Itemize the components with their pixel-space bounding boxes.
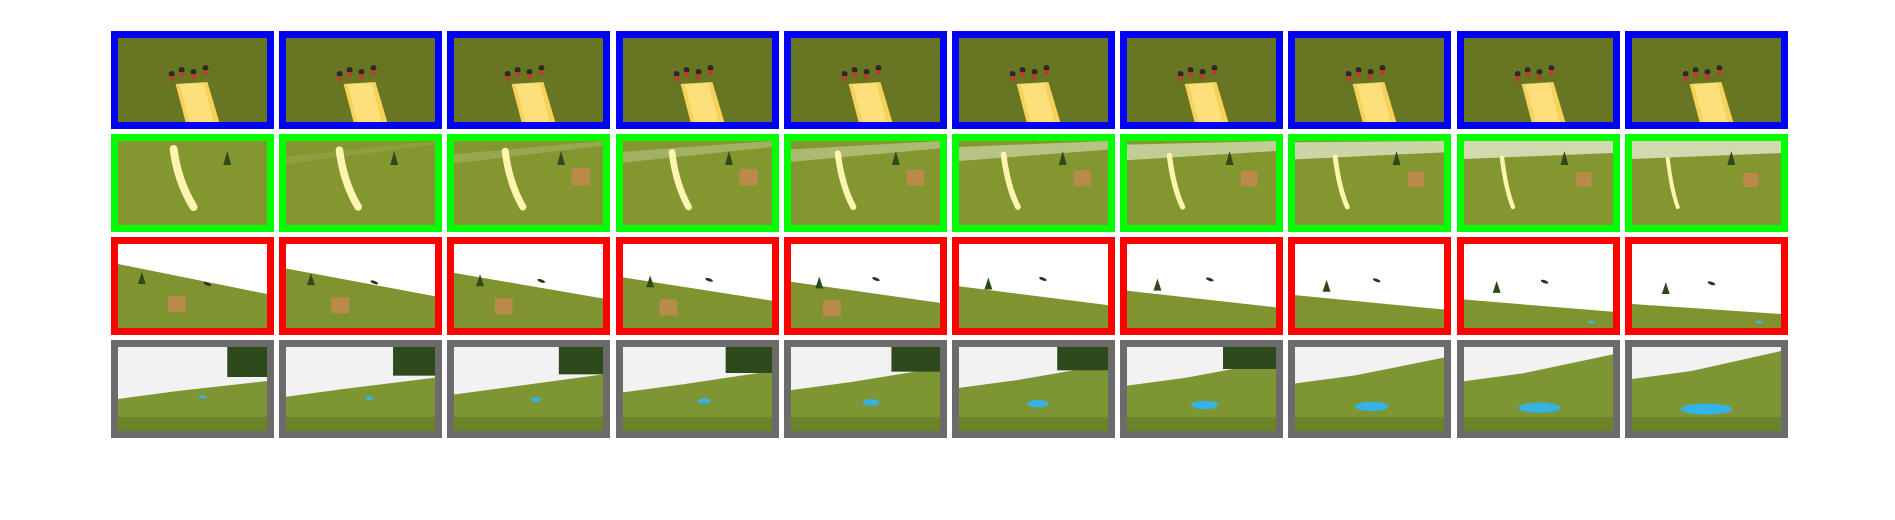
row-green xyxy=(111,134,1788,232)
frame-thumbnail xyxy=(784,237,947,335)
frame-thumbnail xyxy=(1120,237,1283,335)
frame-thumbnail xyxy=(279,340,442,438)
frame-thumbnail xyxy=(1457,31,1620,129)
frame-thumbnail xyxy=(616,31,779,129)
row-red xyxy=(111,237,1788,335)
frame-thumbnail xyxy=(784,340,947,438)
frame-thumbnail xyxy=(1457,340,1620,438)
frame-thumbnail xyxy=(952,31,1115,129)
frame-thumbnail xyxy=(279,134,442,232)
frame-thumbnail xyxy=(111,134,274,232)
frame-thumbnail xyxy=(1288,134,1451,232)
frame-thumbnail xyxy=(1288,237,1451,335)
frame-thumbnail xyxy=(1288,340,1451,438)
frame-thumbnail xyxy=(279,31,442,129)
frame-thumbnail xyxy=(1625,134,1788,232)
row-blue xyxy=(111,31,1788,129)
frame-thumbnail xyxy=(1625,31,1788,129)
frame-thumbnail xyxy=(279,237,442,335)
frame-thumbnail xyxy=(1120,340,1283,438)
frame-thumbnail xyxy=(447,134,610,232)
frame-thumbnail xyxy=(952,340,1115,438)
frame-thumbnail xyxy=(1120,134,1283,232)
frame-thumbnail xyxy=(1625,340,1788,438)
frame-thumbnail xyxy=(952,134,1115,232)
frame-thumbnail xyxy=(616,134,779,232)
frame-thumbnail xyxy=(447,31,610,129)
frame-thumbnail xyxy=(1457,237,1620,335)
frame-thumbnail xyxy=(111,237,274,335)
frame-thumbnail xyxy=(447,340,610,438)
frame-thumbnail xyxy=(1288,31,1451,129)
frame-thumbnail xyxy=(447,237,610,335)
frame-thumbnail xyxy=(1120,31,1283,129)
frame-thumbnail xyxy=(111,31,274,129)
frame-thumbnail xyxy=(952,237,1115,335)
frame-thumbnail xyxy=(616,237,779,335)
frame-thumbnail xyxy=(616,340,779,438)
frame-sequence-grid xyxy=(111,31,1788,439)
frame-thumbnail xyxy=(1625,237,1788,335)
frame-thumbnail xyxy=(111,340,274,438)
frame-thumbnail xyxy=(784,134,947,232)
frame-thumbnail xyxy=(784,31,947,129)
frame-thumbnail xyxy=(1457,134,1620,232)
row-gray xyxy=(111,340,1788,438)
